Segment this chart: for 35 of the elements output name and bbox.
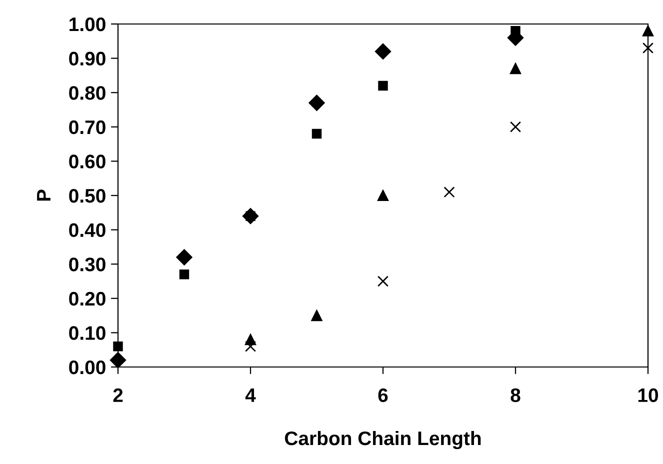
- x-tick-label: 2: [113, 388, 123, 402]
- point: [176, 249, 192, 266]
- point: [308, 94, 325, 111]
- point: [378, 80, 388, 91]
- point: [179, 270, 190, 280]
- point: [377, 276, 389, 287]
- y-tick-label: 1.00: [70, 17, 106, 32]
- point: [244, 340, 256, 352]
- y-tick-label: 0.00: [69, 360, 106, 374]
- point: [444, 186, 455, 198]
- y-tick-label: 0.60: [69, 154, 106, 168]
- point: [312, 128, 322, 139]
- point: [311, 310, 322, 322]
- point: [510, 121, 522, 132]
- x-tick-label: 6: [378, 388, 388, 402]
- y-tick-label: 0.10: [69, 326, 106, 340]
- x-tick-label: 8: [510, 388, 520, 402]
- y-axis-title: P: [37, 190, 50, 201]
- point: [377, 190, 389, 202]
- x-tick-label: 10: [638, 388, 658, 402]
- y-tick-label: 0.80: [69, 86, 106, 100]
- point: [374, 43, 392, 60]
- y-tick-label: 0.40: [69, 223, 106, 238]
- point: [642, 42, 654, 54]
- y-tick-label: 0.90: [69, 52, 106, 66]
- y-tick-label: 0.20: [69, 292, 106, 306]
- point: [510, 63, 522, 74]
- point: [110, 352, 126, 368]
- x-tick-label: 4: [245, 388, 256, 402]
- point: [113, 342, 123, 352]
- y-tick-label: 0.30: [69, 258, 106, 272]
- x-axis-title: Carbon Chain Length: [284, 430, 481, 450]
- y-tick-label: 0.50: [69, 188, 106, 203]
- point: [510, 26, 520, 36]
- y-tick-label: 0.70: [69, 120, 106, 134]
